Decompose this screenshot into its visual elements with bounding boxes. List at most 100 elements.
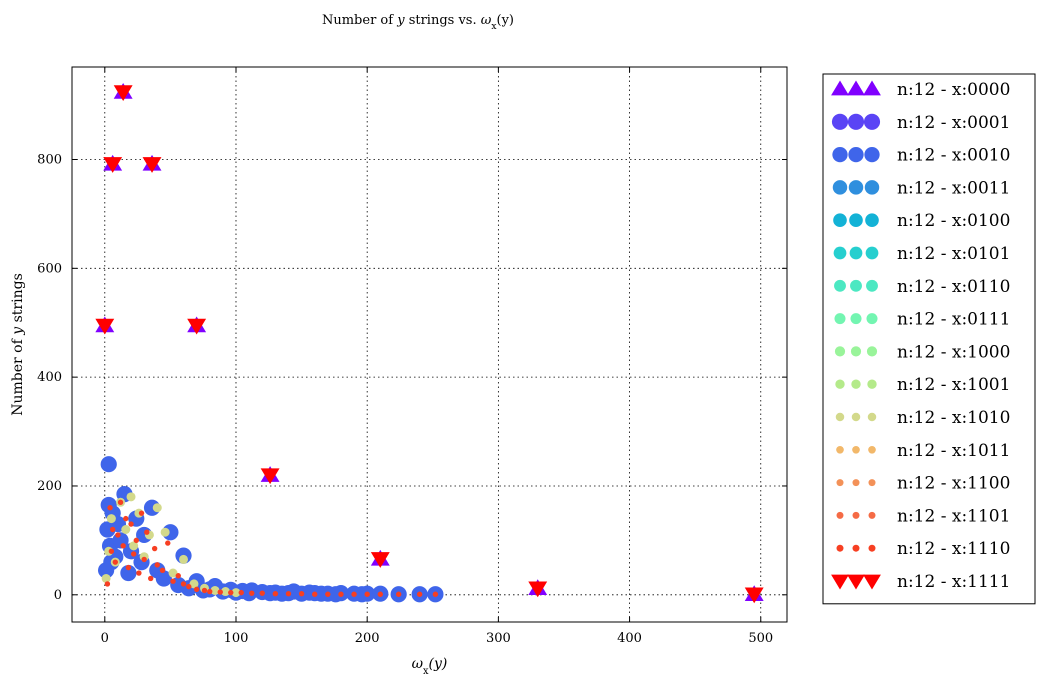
legend-marker bbox=[833, 246, 847, 260]
legend-marker bbox=[866, 279, 878, 292]
data-point bbox=[136, 570, 142, 576]
legend-marker bbox=[863, 113, 881, 130]
data-point bbox=[120, 564, 137, 582]
data-point bbox=[370, 552, 390, 568]
legend-marker bbox=[852, 511, 860, 519]
data-point bbox=[165, 540, 171, 546]
legend-marker bbox=[831, 574, 849, 590]
legend-marker bbox=[852, 445, 860, 454]
data-point bbox=[154, 562, 160, 568]
legend-item: n:12 - x:0001 bbox=[831, 113, 1010, 133]
legend-label: n:12 - x:1111 bbox=[897, 572, 1010, 592]
y-tick-label: 800 bbox=[37, 153, 62, 168]
legend-label: n:12 - x:1101 bbox=[897, 506, 1010, 526]
legend-marker bbox=[868, 445, 876, 454]
data-point bbox=[113, 85, 133, 102]
legend-marker bbox=[836, 544, 844, 552]
legend-label: n:12 - x:1001 bbox=[897, 375, 1010, 395]
data-point bbox=[104, 581, 111, 587]
data-point bbox=[138, 510, 145, 516]
data-point bbox=[160, 527, 170, 537]
x-tick-label: 400 bbox=[617, 631, 642, 646]
data-point bbox=[744, 587, 764, 604]
data-point bbox=[179, 554, 189, 564]
data-point bbox=[108, 548, 115, 554]
x-tick-label: 300 bbox=[486, 631, 511, 646]
legend-marker bbox=[865, 246, 879, 260]
data-point bbox=[186, 583, 192, 590]
legend-marker bbox=[836, 479, 844, 487]
data-point bbox=[141, 556, 147, 563]
data-point bbox=[133, 537, 139, 544]
legend-marker bbox=[863, 574, 881, 590]
legend-marker bbox=[834, 313, 846, 325]
legend-marker bbox=[863, 80, 881, 96]
data-point bbox=[351, 591, 357, 597]
series-n-12-x-1010 bbox=[101, 492, 241, 598]
x-tick-label: 100 bbox=[224, 631, 249, 646]
chart-title: Number of y strings vs. ωx(y) bbox=[322, 13, 514, 32]
y-axis-title: Number of y strings bbox=[10, 273, 26, 416]
axis-ticks: 0 100 200 300 400 500 0 200 400 600 800 bbox=[37, 67, 787, 646]
legend-marker bbox=[832, 180, 848, 195]
data-point bbox=[416, 591, 423, 597]
data-point bbox=[249, 590, 255, 596]
legend-label: n:12 - x:0101 bbox=[897, 244, 1010, 264]
series-n-12-x-1111 bbox=[95, 85, 764, 604]
data-point bbox=[180, 581, 187, 587]
legend-marker bbox=[848, 180, 864, 195]
data-point bbox=[106, 514, 116, 524]
data-point bbox=[120, 543, 126, 549]
legend-marker bbox=[834, 346, 846, 357]
legend-label: n:12 - x:0111 bbox=[897, 310, 1010, 330]
data-point bbox=[130, 551, 137, 557]
legend-marker bbox=[868, 479, 876, 487]
data-point bbox=[238, 589, 244, 596]
data-point bbox=[220, 587, 230, 597]
data-point bbox=[107, 505, 113, 511]
data-point bbox=[112, 559, 118, 565]
legend-marker bbox=[849, 246, 863, 260]
grid bbox=[72, 67, 787, 622]
data-point bbox=[125, 564, 132, 571]
legend-item: n:12 - x:0101 bbox=[833, 244, 1010, 264]
data-point bbox=[121, 525, 131, 534]
data-point bbox=[364, 591, 370, 597]
legend-marker bbox=[866, 346, 878, 357]
legend-marker bbox=[850, 346, 862, 357]
legend-item: n:12 - x:0010 bbox=[832, 146, 1010, 166]
data-point bbox=[159, 567, 166, 574]
legend-label: n:12 - x:0110 bbox=[897, 277, 1010, 297]
data-point bbox=[207, 588, 213, 595]
data-point bbox=[100, 456, 117, 473]
legend-marker bbox=[852, 544, 860, 552]
data-point bbox=[170, 578, 176, 584]
legend-item: n:12 - x:0011 bbox=[832, 178, 1010, 198]
data-point bbox=[272, 591, 279, 597]
legend-item: n:12 - x:1001 bbox=[835, 375, 1010, 395]
legend-marker bbox=[847, 113, 865, 130]
legend-label: n:12 - x:1000 bbox=[897, 342, 1010, 362]
legend-marker bbox=[848, 146, 864, 163]
legend-marker bbox=[868, 544, 876, 552]
legend-marker bbox=[831, 113, 849, 130]
data-point bbox=[155, 570, 172, 587]
legend-marker bbox=[852, 479, 860, 487]
legend-marker bbox=[849, 213, 863, 227]
data-point bbox=[377, 591, 384, 597]
legend-marker bbox=[864, 180, 880, 195]
data-point bbox=[260, 468, 280, 485]
series-n-12-x-1110 bbox=[104, 499, 439, 597]
data-point bbox=[217, 589, 223, 595]
data-point bbox=[115, 532, 121, 538]
data-point bbox=[128, 521, 134, 527]
data-point bbox=[142, 157, 162, 173]
legend-label: n:12 - x:0001 bbox=[897, 113, 1010, 133]
y-tick-label: 400 bbox=[37, 370, 62, 385]
data-point bbox=[201, 587, 208, 594]
x-tick-label: 200 bbox=[355, 631, 380, 646]
legend-marker bbox=[847, 80, 865, 96]
legend-label: n:12 - x:1010 bbox=[897, 408, 1010, 428]
data-point bbox=[101, 573, 111, 583]
